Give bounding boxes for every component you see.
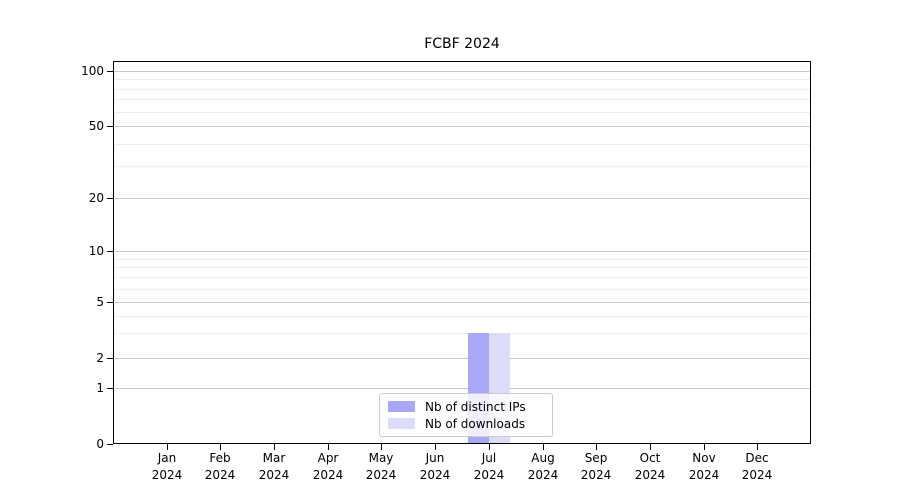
- y-tick-label: 5: [96, 295, 104, 309]
- legend-entry: Nb of downloads: [388, 417, 544, 431]
- x-tick-mark: [543, 444, 544, 450]
- x-tick-label: Nov 2024: [688, 451, 720, 482]
- minor-gridline: [114, 89, 810, 90]
- x-tick-mark: [757, 444, 758, 450]
- minor-gridline: [114, 112, 810, 113]
- x-tick-mark: [435, 444, 436, 450]
- y-tick-mark: [107, 71, 113, 72]
- x-tick-mark: [220, 444, 221, 450]
- y-tick-label: 20: [88, 191, 104, 205]
- legend: Nb of distinct IPs Nb of downloads: [379, 393, 553, 437]
- x-tick-label: Jun 2024: [419, 451, 451, 482]
- y-tick-label: 2: [96, 351, 104, 365]
- x-tick-label: Jul 2024: [473, 451, 505, 482]
- major-gridline: [114, 71, 810, 72]
- plot-border: [113, 61, 811, 444]
- x-tick-label: Feb 2024: [204, 451, 236, 482]
- x-tick-mark: [704, 444, 705, 450]
- x-tick-mark: [328, 444, 329, 450]
- y-tick-label: 10: [88, 244, 104, 258]
- x-tick-label: Sep 2024: [580, 451, 612, 482]
- y-tick-mark: [107, 251, 113, 252]
- legend-entry: Nb of distinct IPs: [388, 400, 544, 414]
- x-tick-mark: [274, 444, 275, 450]
- y-tick-label: 100: [81, 64, 104, 78]
- y-tick-label: 50: [88, 119, 104, 133]
- major-gridline: [114, 358, 810, 359]
- legend-swatch: [388, 401, 415, 412]
- x-tick-mark: [489, 444, 490, 450]
- major-gridline: [114, 251, 810, 252]
- minor-gridline: [114, 316, 810, 317]
- x-tick-mark: [167, 444, 168, 450]
- minor-gridline: [114, 144, 810, 145]
- major-gridline: [114, 126, 810, 127]
- chart-title: FCBF 2024: [424, 36, 500, 52]
- major-gridline: [114, 198, 810, 199]
- x-tick-label: Apr 2024: [312, 451, 344, 482]
- legend-label: Nb of downloads: [425, 416, 526, 431]
- x-tick-label: Mar 2024: [258, 451, 290, 482]
- minor-gridline: [114, 333, 810, 334]
- y-tick-mark: [107, 444, 113, 445]
- x-tick-label: Aug 2024: [527, 451, 559, 482]
- minor-gridline: [114, 166, 810, 167]
- x-tick-mark: [381, 444, 382, 450]
- x-tick-mark: [650, 444, 651, 450]
- minor-gridline: [114, 79, 810, 80]
- x-tick-label: Dec 2024: [741, 451, 773, 482]
- x-tick-label: Oct 2024: [634, 451, 666, 482]
- minor-gridline: [114, 289, 810, 290]
- y-tick-mark: [107, 302, 113, 303]
- minor-gridline: [114, 267, 810, 268]
- minor-gridline: [114, 259, 810, 260]
- y-tick-mark: [107, 388, 113, 389]
- y-tick-mark: [107, 126, 113, 127]
- minor-gridline: [114, 99, 810, 100]
- y-tick-label: 1: [96, 381, 104, 395]
- legend-label: Nb of distinct IPs: [425, 399, 526, 414]
- x-tick-mark: [596, 444, 597, 450]
- y-tick-mark: [107, 358, 113, 359]
- x-tick-label: Jan 2024: [151, 451, 183, 482]
- major-gridline: [114, 388, 810, 389]
- y-tick-label: 0: [96, 437, 104, 451]
- minor-gridline: [114, 277, 810, 278]
- y-tick-mark: [107, 198, 113, 199]
- major-gridline: [114, 302, 810, 303]
- x-tick-label: May 2024: [365, 451, 397, 482]
- legend-swatch: [388, 418, 415, 429]
